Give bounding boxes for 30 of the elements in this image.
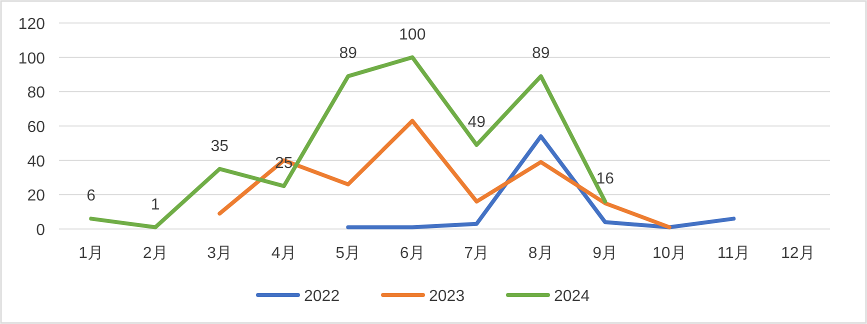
data-label: 6 [86,188,96,205]
y-tick-label: 40 [27,153,46,170]
data-label: 100 [399,26,426,44]
y-tick-label: 80 [27,84,46,102]
y-tick-label: 20 [27,188,46,205]
x-tick-label: 1月 [78,245,104,262]
data-label: 35 [210,138,229,155]
x-tick-label: 10月 [652,245,686,262]
x-tick-label: 4月 [271,245,296,262]
x-tick-label: 7月 [464,245,490,262]
data-label: 89 [532,45,550,62]
y-tick-label: 120 [18,16,46,33]
x-tick-label: 3月 [207,245,232,262]
y-tick-label: 0 [36,222,46,239]
data-label: 1 [150,196,160,214]
x-tick-label: 2月 [142,245,168,262]
legend-label: 2023 [429,288,465,305]
y-tick-label: 100 [18,50,46,68]
data-label: 49 [468,114,486,131]
legend-label: 2024 [554,288,590,305]
x-tick-label: 9月 [592,245,618,262]
x-tick-label: 8月 [528,245,554,262]
legend-label: 2022 [304,288,340,305]
y-tick-label: 60 [27,119,46,136]
x-tick-label: 12月 [780,245,815,262]
data-label: 16 [596,170,614,188]
x-tick-label: 5月 [336,245,361,262]
x-tick-label: 6月 [400,245,425,262]
data-label: 89 [339,45,358,62]
x-tick-label: 11月 [717,245,750,262]
